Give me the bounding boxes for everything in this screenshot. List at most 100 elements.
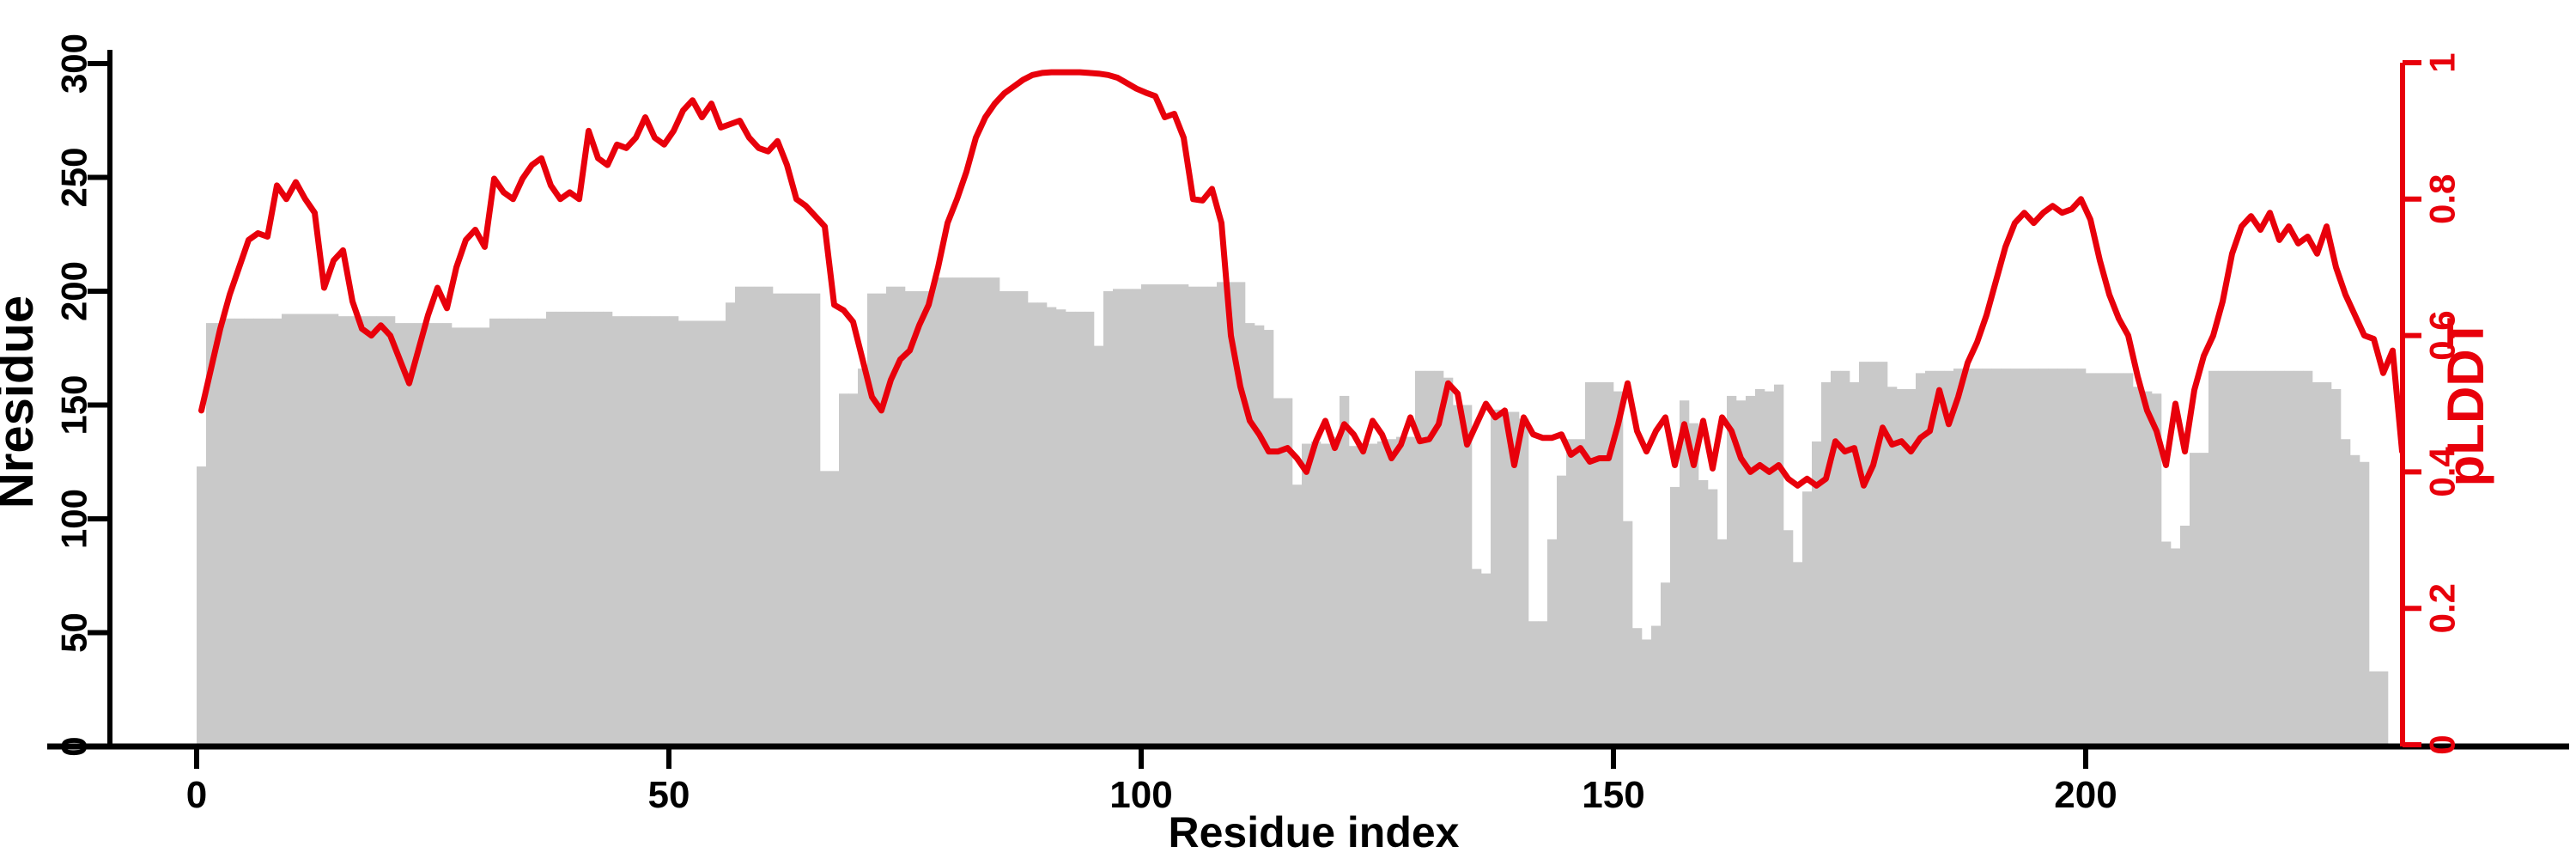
nresidue-bar <box>1255 325 1265 746</box>
nresidue-bar <box>1991 369 2002 746</box>
nresidue-bar <box>1604 382 1614 746</box>
nresidue-bar <box>234 318 245 746</box>
nresidue-bar <box>2284 370 2294 746</box>
nresidue-bar <box>2105 373 2115 746</box>
nresidue-bar <box>546 311 556 746</box>
y-axis-tick-label: 200 <box>54 261 94 321</box>
nresidue-bar <box>1037 302 1048 746</box>
x-axis-tick-label: 200 <box>2054 774 2117 816</box>
nresidue-bar <box>1736 400 1747 746</box>
nresidue-bar <box>1302 443 1312 746</box>
nresidue-bar <box>707 320 717 746</box>
nresidue-bar <box>1698 479 1709 746</box>
nresidue-bar <box>1576 439 1586 746</box>
nresidue-bar <box>820 471 830 746</box>
nresidue-bar <box>678 320 689 746</box>
nresidue-bar <box>1491 409 1501 746</box>
nresidue-bar <box>1481 573 1492 746</box>
nresidue-bar <box>754 286 764 746</box>
nresidue-bar <box>914 291 925 746</box>
nresidue-bar <box>2171 548 2181 746</box>
nresidue-bar <box>206 323 216 746</box>
nresidue-bar <box>2142 391 2153 746</box>
nresidue-bar <box>1595 382 1605 746</box>
nresidue-bar <box>763 286 774 746</box>
nresidue-bar <box>480 327 490 746</box>
nresidue-bar <box>1897 388 1907 746</box>
nresidue-bar <box>291 314 301 746</box>
nresidue-bar <box>1755 388 1765 746</box>
nresidue-bar <box>1113 289 1123 747</box>
nresidue-bar <box>2095 373 2105 746</box>
nresidue-bar <box>338 316 349 746</box>
nresidue-bar <box>1103 291 1114 746</box>
nresidue-bar <box>1793 562 1803 746</box>
nresidue-bar <box>1746 395 1756 746</box>
nresidue-bar <box>1774 384 1784 746</box>
nresidue-bar <box>1547 539 1558 746</box>
nresidue-bar <box>1141 284 1151 746</box>
nresidue-bar <box>1056 309 1066 746</box>
nresidue-bar <box>1538 621 1548 746</box>
nresidue-bar <box>1170 284 1180 746</box>
nresidue-bar <box>1425 370 1435 746</box>
nresidue-bar <box>253 318 264 746</box>
nresidue-bar <box>310 314 320 746</box>
nresidue-bar <box>471 327 481 746</box>
nresidue-bar <box>1783 530 1794 746</box>
nresidue-bar <box>631 316 641 746</box>
nresidue-bar <box>1689 423 1699 746</box>
nresidue-bar <box>2086 373 2096 746</box>
nresidue-bar <box>2246 370 2257 746</box>
nresidue-bar <box>801 293 811 746</box>
nresidue-bar <box>1009 291 1019 746</box>
nresidue-bar <box>1283 398 1293 746</box>
nresidue-bar <box>386 316 396 746</box>
x-axis-tick-label: 0 <box>186 774 207 816</box>
nresidue-bar <box>2001 369 2011 746</box>
nresidue-bar <box>697 320 708 746</box>
nresidue-bar <box>792 293 802 746</box>
nresidue-bar <box>197 466 207 746</box>
nresidue-bar <box>1066 311 1076 746</box>
nresidue-bar <box>990 277 1000 747</box>
nresidue-bar <box>2341 439 2351 746</box>
nresidue-bar <box>1084 311 1095 746</box>
y-axis-tick-label: 0 <box>54 736 94 756</box>
nresidue-bar <box>1831 370 1841 746</box>
nresidue-bar <box>1982 369 1992 746</box>
nresidue-bar <box>2076 369 2087 746</box>
nresidue-bar <box>2208 370 2219 746</box>
nresidue-bar <box>952 277 963 747</box>
nresidue-bar <box>2114 373 2124 746</box>
nresidue-bar <box>839 393 849 746</box>
nresidue-bar <box>1670 486 1680 746</box>
nresidue-bar <box>2180 525 2190 746</box>
nresidue-bar <box>2218 370 2228 746</box>
nresidue-bar <box>1557 475 1567 746</box>
nresidue-bar <box>2057 369 2068 746</box>
x-axis-tick-label: 150 <box>1582 774 1644 816</box>
nresidue-bar <box>2038 369 2049 746</box>
nresidue-bar <box>2067 369 2077 746</box>
x-axis-tick-label: 50 <box>648 774 690 816</box>
nresidue-bar <box>461 327 471 746</box>
nresidue-bar <box>442 323 453 746</box>
nresidue-bar <box>2350 454 2360 746</box>
nresidue-bar <box>518 318 528 746</box>
nresidue-bar <box>2010 369 2020 746</box>
plddt-tick-label: 0.2 <box>2422 583 2463 633</box>
nresidue-bar <box>452 327 462 746</box>
nresidue-bar <box>1330 436 1340 746</box>
nresidue-bar <box>1585 382 1595 746</box>
left-axis-tick-labels: 0 50 100 150 200 250 300 <box>54 34 94 757</box>
nresidue-bar <box>1850 382 1860 746</box>
plddt-line-group <box>198 69 2405 489</box>
nresidue-bar <box>1661 582 1671 746</box>
nresidue-bar <box>1944 370 1954 746</box>
black-axes <box>47 50 2569 769</box>
nresidue-bar <box>1151 284 1161 746</box>
nresidue-bar <box>1217 282 1227 746</box>
